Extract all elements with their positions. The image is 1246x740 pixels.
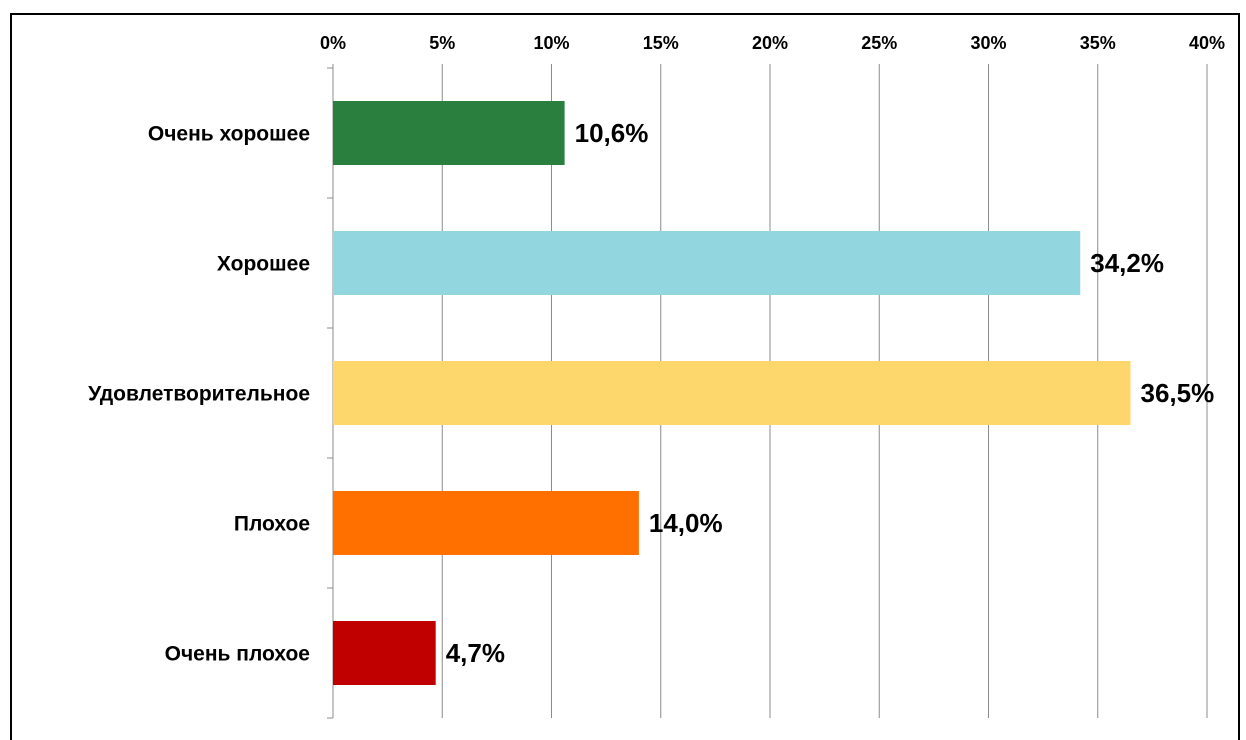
x-tick-label: 0% [320,33,346,53]
data-label: 36,5% [1141,378,1215,408]
y-tick-label: Очень плохое [165,643,310,666]
data-label: 4,7% [446,638,505,668]
bar [333,621,436,685]
bar [333,231,1081,295]
x-tick-label: 10% [533,33,569,53]
bar [333,361,1131,425]
y-tick-label: Хорошее [217,253,310,276]
data-label: 34,2% [1090,248,1164,278]
x-tick-label: 15% [643,33,679,53]
x-tick-label: 35% [1080,33,1116,53]
x-tick-label: 25% [861,33,897,53]
bar [333,491,639,555]
y-tick-label: Удовлетворительное [88,383,310,406]
x-tick-label: 40% [1189,33,1225,53]
y-tick-label: Плохое [234,513,310,536]
data-label: 14,0% [649,508,723,538]
x-tick-label: 5% [429,33,455,53]
bar [333,101,565,165]
x-tick-label: 30% [970,33,1006,53]
y-tick-label: Очень хорошее [148,123,310,146]
x-tick-label: 20% [752,33,788,53]
data-label: 10,6% [575,118,649,148]
